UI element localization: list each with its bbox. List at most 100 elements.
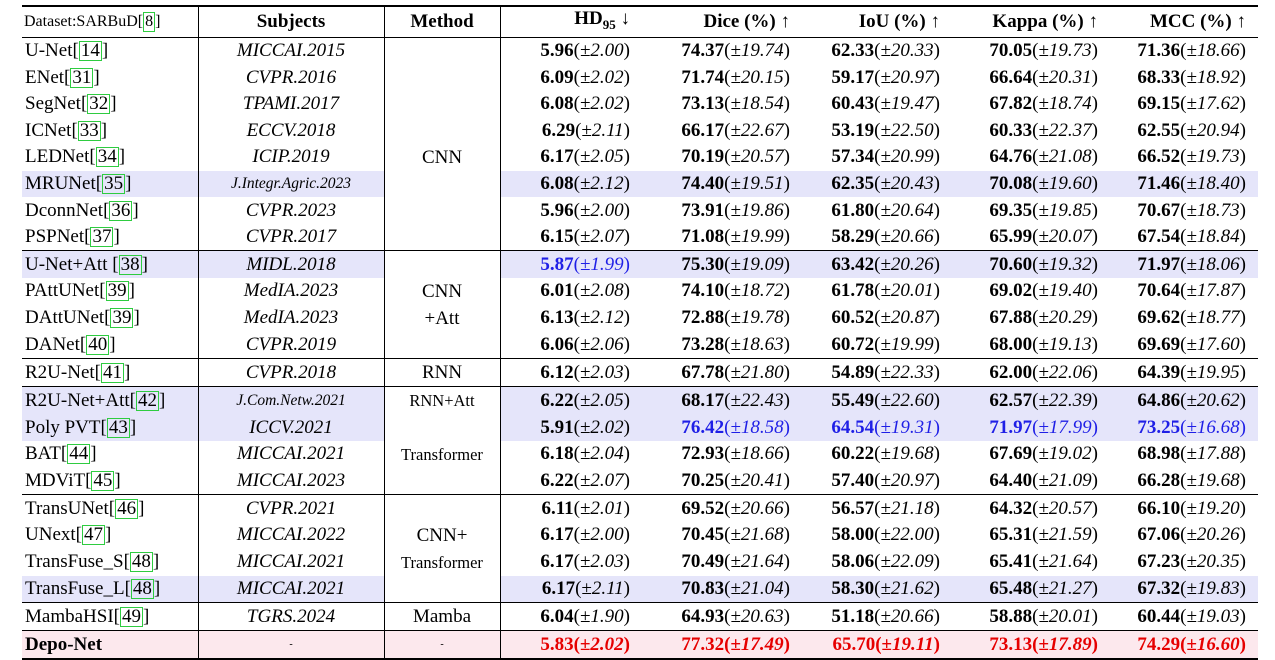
metric-mean: 68.17 bbox=[681, 389, 725, 411]
citation-link[interactable]: 46 bbox=[115, 497, 139, 519]
citation-link[interactable]: 14 bbox=[78, 40, 102, 62]
metric-mean: 70.64 bbox=[1137, 280, 1181, 302]
metric-std: ±20.15 bbox=[730, 66, 784, 88]
metric-std: ±20.57 bbox=[1038, 497, 1092, 519]
subject-cell: CVPR.2017 bbox=[197, 223, 384, 251]
metric-std: ±19.32 bbox=[1038, 253, 1092, 275]
metric-mean: 53.19 bbox=[831, 119, 875, 141]
metric-mean: 60.72 bbox=[831, 334, 875, 356]
metric-std: ±21.18 bbox=[880, 497, 934, 519]
metric-cell-dice: 75.30(±19.09) bbox=[642, 250, 802, 278]
citation-link[interactable]: 39 bbox=[105, 280, 129, 302]
metric-std: ±18.06 bbox=[1186, 253, 1240, 275]
metric-mean: 74.37 bbox=[681, 40, 725, 62]
citation-link[interactable]: 34 bbox=[95, 146, 119, 168]
metric-mean: 70.19 bbox=[681, 146, 725, 168]
citation-link[interactable]: 38 bbox=[118, 253, 142, 275]
subject-cell: MICCAI.2023 bbox=[197, 467, 384, 495]
model-name: R2U-Net bbox=[25, 361, 95, 383]
dataset-citation[interactable]: 8 bbox=[143, 11, 156, 32]
model-name-cell: UNext[47] bbox=[25, 524, 112, 546]
metric-cell-kappa: 64.32(±20.57) bbox=[952, 494, 1110, 522]
metric-std: ±21.64 bbox=[730, 551, 784, 573]
metric-std: ±2.05 bbox=[579, 389, 624, 411]
model-name: ICNet bbox=[25, 119, 72, 141]
citation-link[interactable]: 49 bbox=[119, 605, 143, 627]
citation-link[interactable]: 40 bbox=[86, 334, 110, 356]
metric-mean: 69.69 bbox=[1137, 334, 1181, 356]
metric-std: ±21.62 bbox=[880, 578, 934, 600]
citation-link[interactable]: 39 bbox=[110, 307, 134, 329]
metric-std: ±2.02 bbox=[579, 633, 624, 655]
dataset-label: Dataset:SARBuD bbox=[24, 12, 138, 30]
model-name: PAttUNet bbox=[25, 280, 100, 302]
metric-cell-hd95: 6.17(±2.00) bbox=[540, 524, 630, 546]
metric-cell-dice: 70.83(±21.04) bbox=[642, 575, 802, 603]
metric-mean: 64.54 bbox=[831, 416, 875, 438]
citation-link[interactable]: 48 bbox=[129, 551, 153, 573]
table-row: UNext[47] MICCAI.2022 CNN+ 6.17(±2.00) 70.45… bbox=[22, 521, 1258, 549]
metric-cell-hd95: 6.11(±2.01) bbox=[500, 494, 642, 522]
table-row: ENet[31] CVPR.2016 6.09(±2.02) 71.74(±20.15… bbox=[22, 64, 1258, 91]
metric-std: ±22.09 bbox=[880, 551, 934, 573]
metric-cell-mcc: 67.32(±19.83) bbox=[1110, 575, 1258, 603]
table-row: PSPNet[37] CVPR.2017 6.15(±2.07) 71.08(±19.… bbox=[22, 223, 1258, 251]
method-cell: - bbox=[383, 630, 501, 660]
metric-mean: 6.13 bbox=[540, 307, 574, 329]
model-name: DAttUNet bbox=[25, 307, 105, 329]
subject-cell: CVPR.2016 bbox=[197, 64, 384, 91]
model-name-cell: Depo-Net bbox=[22, 630, 198, 660]
metric-mean: 55.49 bbox=[831, 389, 875, 411]
metric-cell-mcc: 73.25(±16.68) bbox=[1110, 414, 1258, 441]
citation-link[interactable]: 33 bbox=[77, 119, 101, 141]
model-name: MDViT bbox=[25, 470, 86, 492]
citation-link[interactable]: 42 bbox=[135, 389, 159, 411]
subject-cell: MICCAI.2021 bbox=[197, 575, 384, 603]
model-name-cell: PSPNet[37] bbox=[25, 226, 120, 248]
metric-cell-mcc: 71.36(±18.66) bbox=[1137, 40, 1246, 62]
subject-cell: TGRS.2024 bbox=[197, 602, 384, 631]
metric-std: ±20.33 bbox=[880, 40, 934, 62]
citation-link[interactable]: 41 bbox=[100, 361, 124, 383]
metric-std: ±20.94 bbox=[1186, 119, 1240, 141]
citation-link[interactable]: 35 bbox=[102, 173, 126, 195]
metric-mean: 69.15 bbox=[1137, 93, 1181, 115]
metric-std: ±18.40 bbox=[1186, 173, 1240, 195]
model-name-cell: TransUNet[46] bbox=[22, 494, 198, 522]
model-name-cell: R2U-Net+Att[42] bbox=[22, 386, 198, 415]
method-cell bbox=[383, 575, 501, 603]
metric-std: ±20.62 bbox=[1186, 389, 1240, 411]
metric-cell-dice: 76.42(±18.58) bbox=[642, 414, 802, 441]
citation-link[interactable]: 43 bbox=[106, 416, 130, 438]
metric-mean: 70.83 bbox=[681, 578, 725, 600]
citation-link[interactable]: 44 bbox=[67, 443, 91, 465]
metric-mean: 62.33 bbox=[831, 40, 875, 62]
metric-mean: 70.05 bbox=[989, 40, 1033, 62]
metric-cell-mcc: 64.86(±20.62) bbox=[1110, 386, 1258, 415]
citation-link[interactable]: 37 bbox=[90, 226, 114, 248]
results-body: U-Net[14] MICCAI.2015 5.96(±2.00) 74.37(±19… bbox=[22, 37, 1258, 660]
metric-cell-iou: 58.30(±21.62) bbox=[802, 575, 952, 603]
citation-link[interactable]: 36 bbox=[109, 199, 133, 221]
citation-link[interactable]: 32 bbox=[87, 93, 111, 115]
metric-std: ±19.95 bbox=[1186, 361, 1240, 383]
metric-mean: 68.00 bbox=[989, 334, 1033, 356]
metric-cell-kappa: 65.31(±21.59) bbox=[989, 524, 1098, 546]
metric-cell-iou: 61.80(±20.64) bbox=[831, 199, 940, 221]
metric-std: ±19.47 bbox=[880, 93, 934, 115]
table-row: TransFuse_S[48] MICCAI.2021 Transformer 6.1… bbox=[22, 548, 1258, 576]
citation-link[interactable]: 31 bbox=[70, 66, 94, 88]
metric-cell-mcc: 71.46(±18.40) bbox=[1110, 170, 1258, 198]
metric-mean: 6.11 bbox=[541, 497, 574, 519]
citation-link[interactable]: 47 bbox=[81, 524, 105, 546]
metric-std: ±21.68 bbox=[730, 524, 784, 546]
citation-link[interactable]: 45 bbox=[91, 470, 115, 492]
metric-std: ±19.03 bbox=[1186, 605, 1240, 627]
metric-mean: 68.33 bbox=[1137, 66, 1181, 88]
metric-mean: 64.39 bbox=[1137, 361, 1181, 383]
metric-mean: 6.17 bbox=[541, 578, 576, 600]
citation-link[interactable]: 48 bbox=[130, 578, 154, 600]
model-name-cell: ICNet[33] bbox=[25, 119, 108, 141]
metric-std: ±16.68 bbox=[1186, 416, 1240, 438]
metric-mean: 73.13 bbox=[681, 93, 725, 115]
